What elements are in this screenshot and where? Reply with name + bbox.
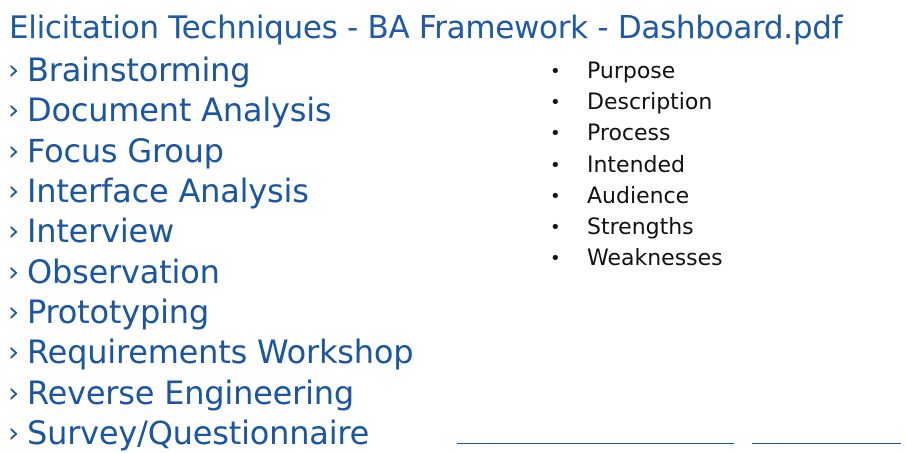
attribute-label: Purpose	[587, 59, 676, 85]
chevron-right-icon: ›	[8, 93, 19, 127]
technique-label: Survey/Questionnaire	[27, 413, 370, 452]
attribute-label: Weaknesses	[587, 246, 723, 272]
attribute-label: Description	[587, 90, 713, 116]
attribute-description: • Description	[550, 87, 723, 118]
technique-label: Prototyping	[27, 292, 209, 331]
chevron-right-icon: ›	[8, 375, 19, 409]
technique-requirements-workshop[interactable]: › Requirements Workshop	[8, 332, 414, 372]
technique-document-analysis[interactable]: › Document Analysis	[8, 90, 413, 130]
technique-label: Focus Group	[27, 131, 224, 170]
technique-reverse-engineering[interactable]: › Reverse Engineering	[8, 372, 413, 412]
attribute-label: Intended	[587, 152, 686, 178]
attribute-label: Process	[587, 121, 671, 147]
bullet-icon: •	[550, 154, 561, 176]
bullet-icon: •	[550, 123, 561, 145]
technique-prototyping[interactable]: › Prototyping	[8, 292, 413, 332]
chevron-right-icon: ›	[8, 174, 19, 208]
bullet-icon: •	[550, 185, 561, 207]
chevron-right-icon: ›	[8, 294, 19, 328]
underline-rule	[457, 443, 734, 444]
technique-label: Requirements Workshop	[27, 333, 414, 372]
technique-label: Brainstorming	[27, 51, 251, 90]
technique-interface-analysis[interactable]: › Interface Analysis	[8, 171, 413, 211]
technique-focus-group[interactable]: › Focus Group	[8, 131, 413, 171]
chevron-right-icon: ›	[8, 53, 19, 87]
attribute-intended: • Intended	[550, 150, 723, 181]
underline-rule	[752, 443, 901, 444]
chevron-right-icon: ›	[8, 254, 19, 288]
attribute-purpose: • Purpose	[550, 56, 723, 87]
bullet-icon: •	[550, 92, 561, 114]
technique-label: Document Analysis	[27, 91, 332, 130]
attribute-strengths: • Strengths	[550, 212, 723, 243]
technique-survey-questionnaire[interactable]: › Survey/Questionnaire	[8, 413, 413, 453]
attribute-label: Strengths	[587, 215, 694, 241]
technique-interview[interactable]: › Interview	[8, 211, 413, 251]
chevron-right-icon: ›	[8, 133, 19, 167]
technique-label: Observation	[27, 252, 220, 291]
attribute-weaknesses: • Weaknesses	[550, 243, 723, 274]
chevron-right-icon: ›	[8, 335, 19, 369]
elicitation-techniques-list: › Brainstorming › Document Analysis › Fo…	[8, 50, 414, 453]
technique-attributes-list: • Purpose • Description • Process • Inte…	[550, 56, 723, 274]
attribute-label: Audience	[587, 183, 690, 209]
technique-observation[interactable]: › Observation	[8, 251, 413, 291]
chevron-right-icon: ›	[8, 214, 19, 248]
document-title: Elicitation Techniques - BA Framework - …	[9, 10, 843, 46]
technique-brainstorming[interactable]: › Brainstorming	[8, 50, 413, 90]
technique-label: Interview	[27, 212, 174, 251]
bullet-icon: •	[550, 217, 561, 239]
technique-label: Interface Analysis	[27, 172, 309, 211]
attribute-audience: • Audience	[550, 181, 723, 212]
technique-label: Reverse Engineering	[27, 373, 354, 412]
attribute-process: • Process	[550, 118, 723, 149]
bullet-icon: •	[550, 248, 561, 270]
bullet-icon: •	[550, 61, 561, 83]
chevron-right-icon: ›	[8, 415, 19, 449]
